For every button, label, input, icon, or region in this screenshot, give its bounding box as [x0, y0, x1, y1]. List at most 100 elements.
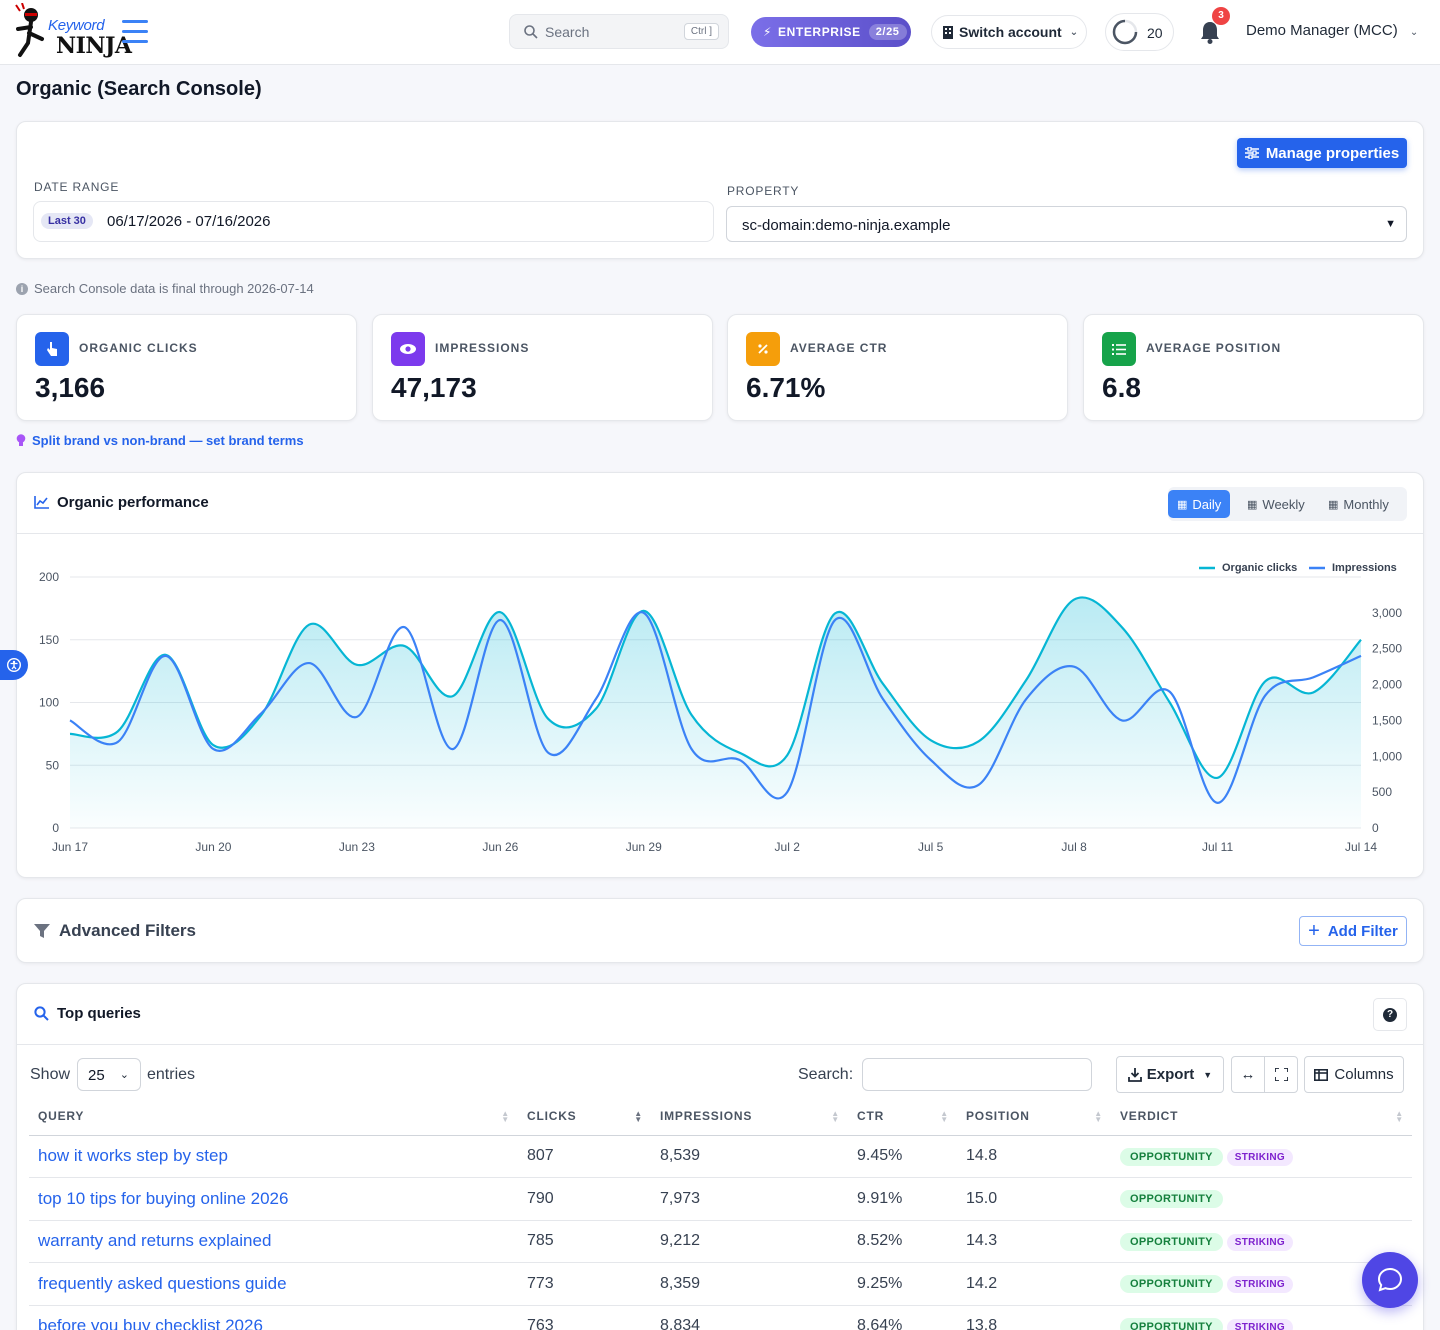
- ctr-cell: 8.64%: [848, 1305, 957, 1330]
- advanced-filters-title: Advanced Filters: [34, 921, 196, 941]
- manage-properties-button[interactable]: Manage properties: [1237, 138, 1407, 168]
- accessibility-button[interactable]: [0, 650, 28, 680]
- chevron-down-icon: ⌄: [1409, 27, 1419, 38]
- column-header-clicks[interactable]: CLICKS ▲ ▼: [518, 1098, 651, 1136]
- credits-indicator[interactable]: 20: [1105, 13, 1174, 51]
- organic-performance-chart[interactable]: 0 50 100 150 200 0 500 1,000 1,500 2,000 2,500 3,00…: [17, 535, 1423, 875]
- filter-icon: [34, 923, 50, 938]
- x-tick-label: Jul 2: [775, 840, 801, 854]
- kpi-value: 6.71%: [746, 372, 826, 403]
- column-header-impressions[interactable]: IMPRESSIONS ▲ ▼: [651, 1098, 848, 1136]
- ctr-cell: 8.52%: [848, 1220, 957, 1263]
- table-row[interactable]: frequently asked questions guide 773 8,359…: [29, 1262, 1412, 1306]
- column-header-query[interactable]: QUERY ▲ ▼: [29, 1098, 518, 1136]
- y-right-tick-label: 2,000: [1372, 678, 1402, 692]
- property-label: PROPERTY: [727, 184, 800, 198]
- date-range-input[interactable]: Last 30 06/17/2026 - 07/16/2026: [33, 201, 714, 242]
- position-cell: 15.0: [957, 1177, 1111, 1221]
- global-search-input[interactable]: Search Ctrl ]: [509, 14, 729, 49]
- top-queries-header: Top queries ?: [17, 984, 1423, 1045]
- granularity-monthly-button[interactable]: ▦ Monthly: [1319, 490, 1398, 518]
- query-link[interactable]: before you buy checklist 2026: [29, 1305, 518, 1330]
- verdict-cell: OPPORTUNITY: [1111, 1177, 1412, 1221]
- kpi-card-clicks: ORGANIC CLICKS 3,166: [16, 314, 357, 421]
- add-filter-label: Add Filter: [1327, 922, 1398, 940]
- legend-label: Impressions: [1332, 562, 1397, 574]
- chart-title: Organic performance: [34, 494, 209, 511]
- position-cell: 13.8: [957, 1305, 1111, 1330]
- columns-button[interactable]: Columns: [1304, 1056, 1404, 1093]
- building-icon: [943, 25, 953, 39]
- search-placeholder: Search: [545, 24, 590, 40]
- query-link[interactable]: frequently asked questions guide: [29, 1262, 518, 1306]
- granularity-weekly-button[interactable]: ▦ Weekly: [1238, 490, 1314, 518]
- table-row[interactable]: top 10 tips for buying online 2026 790 7,9…: [29, 1177, 1412, 1221]
- user-name: Demo Manager (MCC): [1246, 22, 1398, 39]
- y-left-tick-label: 0: [52, 821, 59, 835]
- user-menu[interactable]: Demo Manager (MCC) ⌄: [1246, 22, 1418, 39]
- position-cell: 14.2: [957, 1262, 1111, 1306]
- verdict-badge: OPPORTUNITY: [1120, 1147, 1223, 1166]
- plan-badge[interactable]: ⚡ ENTERPRISE 2/25: [751, 17, 911, 47]
- menu-toggle-button[interactable]: [122, 20, 148, 44]
- brand-terms-link[interactable]: Split brand vs non-brand — set brand ter…: [16, 433, 304, 448]
- table-row[interactable]: before you buy checklist 2026 763 8,834 8.6…: [29, 1305, 1412, 1330]
- series-line-1: [69, 611, 1362, 805]
- help-button[interactable]: ?: [1373, 998, 1407, 1031]
- top-bar: Keyword NINJA Search Ctrl ] ⚡ ENTERPRISE…: [0, 0, 1440, 65]
- column-header-position[interactable]: POSITION ▲ ▼: [957, 1098, 1111, 1136]
- position-cell: 14.8: [957, 1135, 1111, 1178]
- clicks-cell: 790: [518, 1177, 651, 1221]
- chart-header: Organic performance ▦ Daily ▦ Weekly ▦ M…: [17, 473, 1423, 534]
- table-row[interactable]: how it works step by step 807 8,539 9.45% 14…: [29, 1135, 1412, 1178]
- verdict-badge: OPPORTUNITY: [1120, 1190, 1223, 1209]
- y-left-tick-label: 100: [39, 696, 59, 710]
- kpi-label: AVERAGE CTR: [790, 341, 888, 355]
- x-tick-label: Jul 8: [1061, 840, 1087, 854]
- granularity-daily-button[interactable]: ▦ Daily: [1168, 490, 1231, 518]
- x-tick-label: Jun 26: [482, 840, 518, 854]
- add-filter-button[interactable]: + Add Filter: [1299, 916, 1407, 946]
- column-header-ctr[interactable]: CTR ▲ ▼: [848, 1098, 957, 1136]
- verdict-cell: OPPORTUNITY STRIKING: [1111, 1305, 1412, 1330]
- fullscreen-icon: [1274, 1068, 1288, 1081]
- impressions-cell: 8,539: [651, 1135, 848, 1178]
- column-header-verdict[interactable]: VERDICT ▲ ▼: [1111, 1098, 1412, 1136]
- y-left-tick-label: 50: [46, 758, 60, 772]
- export-button[interactable]: Export ▼: [1116, 1056, 1224, 1093]
- legend-label: Organic clicks: [1222, 562, 1297, 574]
- chat-support-button[interactable]: [1362, 1252, 1418, 1308]
- property-select[interactable]: sc-domain:demo-ninja.example ▼: [726, 206, 1407, 242]
- columns-label: Columns: [1334, 1066, 1394, 1083]
- granularity-label: Monthly: [1343, 496, 1389, 512]
- top-queries-card: Top queries ? Show 25 ⌄ entries Search: …: [16, 983, 1424, 1330]
- expand-width-button[interactable]: ↔: [1231, 1056, 1265, 1093]
- x-tick-label: Jul 14: [1345, 840, 1377, 854]
- query-link[interactable]: how it works step by step: [29, 1135, 518, 1178]
- top-queries-title: Top queries: [34, 1005, 141, 1022]
- calendar-icon: ▦: [1247, 498, 1258, 511]
- bolt-icon: ⚡: [763, 25, 773, 39]
- list-ordered-icon: [1102, 332, 1136, 366]
- query-link[interactable]: warranty and returns explained: [29, 1220, 518, 1263]
- manage-properties-label: Manage properties: [1265, 144, 1400, 162]
- table-search-input[interactable]: [862, 1058, 1092, 1091]
- bell-icon[interactable]: [1198, 19, 1222, 45]
- y-right-tick-label: 1,500: [1372, 713, 1402, 727]
- switch-account-button[interactable]: Switch account ⌄: [931, 15, 1087, 49]
- kpi-value: 47,173: [391, 372, 477, 403]
- query-link[interactable]: top 10 tips for buying online 2026: [29, 1177, 518, 1221]
- data-freshness-note: i Search Console data is final through 2…: [16, 281, 314, 296]
- fullscreen-button[interactable]: [1264, 1056, 1298, 1093]
- table-row[interactable]: warranty and returns explained 785 9,212 8.…: [29, 1220, 1412, 1263]
- series-area-0: [70, 597, 1361, 828]
- x-tick-label: Jul 11: [1202, 840, 1233, 854]
- plan-usage: 2/25: [868, 24, 907, 40]
- tag-badge: STRIKING: [1226, 1148, 1293, 1166]
- credits-count: 20: [1147, 25, 1163, 41]
- app-logo[interactable]: Keyword NINJA: [14, 2, 132, 61]
- clicks-cell: 763: [518, 1305, 651, 1330]
- entries-label: entries: [147, 1066, 196, 1083]
- entries-per-page-select[interactable]: 25 ⌄: [77, 1058, 141, 1091]
- chevron-down-icon: ▼: [1385, 218, 1396, 230]
